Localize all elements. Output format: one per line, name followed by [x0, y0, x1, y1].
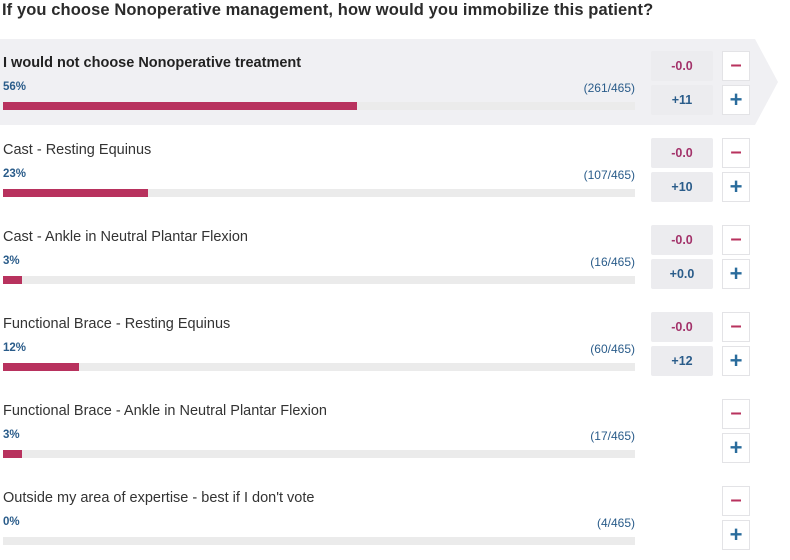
increment-button[interactable]: + [722, 172, 750, 202]
progress-fill [3, 102, 357, 110]
option-row[interactable]: Functional Brace - Resting Equinus 12% (… [0, 300, 790, 386]
option-label: Cast - Resting Equinus [3, 142, 152, 158]
option-percent: 56% [3, 81, 27, 93]
progress-track [3, 189, 635, 197]
option-percent: 3% [3, 429, 20, 441]
progress-fill [3, 189, 148, 197]
option-label: I would not choose Nonoperative treatmen… [3, 55, 302, 71]
progress-fill [3, 450, 22, 458]
increment-button[interactable]: + [722, 85, 750, 115]
decrement-button[interactable]: – [722, 486, 750, 516]
option-label: Outside my area of expertise - best if I… [3, 490, 315, 506]
decrement-button[interactable]: – [722, 312, 750, 342]
increment-button[interactable]: + [722, 433, 750, 463]
option-count: (60/465) [590, 342, 635, 356]
option-count: (4/465) [596, 516, 635, 530]
option-label: Cast - Ankle in Neutral Plantar Flexion [3, 229, 248, 245]
question-title: If you choose Nonoperative management, h… [2, 1, 654, 19]
option-count: (17/465) [590, 429, 635, 443]
progress-track [3, 537, 635, 545]
minus-delta: -0.0 [651, 225, 713, 255]
decrement-button[interactable]: – [722, 225, 750, 255]
increment-button[interactable]: + [722, 259, 750, 289]
option-percent: 12% [3, 342, 27, 354]
minus-delta: -0.0 [651, 51, 713, 81]
plus-delta: +12 [651, 346, 713, 376]
option-count: (16/465) [590, 255, 635, 269]
decrement-button[interactable]: – [722, 51, 750, 81]
option-count: (261/465) [583, 81, 635, 95]
plus-delta: +11 [651, 85, 713, 115]
progress-fill [3, 363, 79, 371]
progress-track [3, 363, 635, 371]
progress-fill [3, 276, 22, 284]
increment-button[interactable]: + [722, 346, 750, 376]
option-label: Functional Brace - Ankle in Neutral Plan… [3, 403, 327, 419]
decrement-button[interactable]: – [722, 399, 750, 429]
decrement-button[interactable]: – [722, 138, 750, 168]
plus-delta: +0.0 [651, 259, 713, 289]
option-count: (107/465) [583, 168, 635, 182]
option-percent: 0% [3, 516, 20, 528]
option-row[interactable]: Cast - Ankle in Neutral Plantar Flexion … [0, 213, 790, 299]
option-row[interactable]: Cast - Resting Equinus 23% (107/465) -0.… [0, 126, 790, 212]
minus-delta: -0.0 [651, 312, 713, 342]
option-percent: 3% [3, 255, 20, 267]
option-row[interactable]: Outside my area of expertise - best if I… [0, 474, 790, 560]
option-label: Functional Brace - Resting Equinus [3, 316, 231, 332]
progress-track [3, 102, 635, 110]
option-percent: 23% [3, 168, 27, 180]
plus-delta: +10 [651, 172, 713, 202]
progress-track [3, 450, 635, 458]
increment-button[interactable]: + [722, 520, 750, 550]
progress-track [3, 276, 635, 284]
option-row[interactable]: I would not choose Nonoperative treatmen… [0, 39, 790, 125]
minus-delta: -0.0 [651, 138, 713, 168]
option-row[interactable]: Functional Brace - Ankle in Neutral Plan… [0, 387, 790, 473]
